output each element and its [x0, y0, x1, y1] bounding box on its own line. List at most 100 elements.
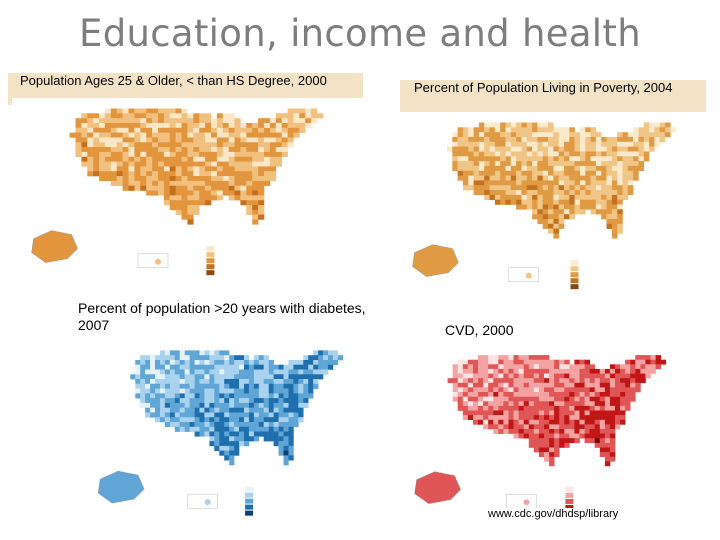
county-cell	[275, 147, 282, 153]
county-cell	[93, 166, 100, 172]
county-cell	[498, 378, 504, 384]
county-cell	[611, 175, 618, 181]
county-cell	[494, 156, 501, 162]
county-cell	[219, 412, 225, 418]
county-cell	[160, 417, 166, 423]
county-cell	[493, 401, 499, 407]
county-cell	[228, 190, 235, 196]
county-cell	[606, 141, 613, 147]
county-cell	[549, 442, 555, 448]
county-cell	[224, 383, 230, 389]
county-cell	[508, 396, 514, 402]
county-cell	[175, 142, 182, 148]
county-cell	[478, 151, 485, 157]
county-cell	[116, 132, 123, 138]
county-cell	[537, 204, 543, 210]
county-cell	[174, 407, 180, 413]
county-cell	[615, 364, 621, 370]
county-cell	[216, 151, 224, 157]
county-cell	[222, 147, 229, 153]
county-cell	[483, 405, 489, 411]
county-cell	[513, 378, 519, 384]
county-cell	[478, 156, 485, 162]
county-cell	[521, 161, 528, 167]
county-cell	[169, 393, 176, 399]
county-cell	[484, 170, 490, 176]
county-cell	[542, 219, 549, 225]
county-cell	[489, 141, 496, 147]
county-cell	[473, 415, 479, 420]
county-cell	[599, 382, 606, 388]
county-cell	[244, 426, 250, 432]
county-cell	[281, 113, 288, 119]
county-cell	[287, 113, 294, 119]
county-cell	[229, 436, 235, 442]
county-cell	[214, 350, 220, 356]
county-cell	[253, 374, 260, 380]
county-cell	[569, 382, 575, 388]
county-cell	[516, 127, 522, 133]
county-cell	[116, 137, 123, 143]
county-cell	[134, 176, 141, 182]
county-cell	[599, 405, 606, 411]
county-cell	[163, 166, 171, 172]
county-cell	[526, 194, 533, 200]
county-cell	[116, 166, 123, 172]
county-cell	[500, 185, 506, 191]
county-cell	[283, 455, 289, 461]
county-cell	[488, 405, 494, 411]
county-cell	[604, 378, 611, 384]
county-cell	[205, 171, 212, 177]
county-cell	[164, 402, 171, 408]
county-cell	[140, 393, 146, 399]
county-cell	[579, 378, 585, 384]
county-cell	[574, 378, 580, 384]
county-cell	[601, 185, 607, 191]
county-cell	[150, 369, 156, 375]
county-cell	[589, 410, 595, 416]
county-cell	[599, 392, 606, 397]
county-cell	[214, 445, 220, 451]
county-cell	[584, 364, 590, 370]
county-cell	[244, 364, 250, 370]
county-cell	[110, 161, 117, 167]
county-cell	[122, 142, 129, 148]
county-cell	[484, 151, 490, 157]
alaska-inset	[414, 471, 461, 504]
county-cell	[564, 433, 570, 439]
county-cell	[574, 175, 581, 181]
county-cell	[609, 368, 616, 374]
county-cell	[516, 141, 522, 147]
county-cell	[538, 359, 545, 365]
county-cell	[169, 369, 176, 375]
county-cell	[467, 410, 474, 416]
county-cell	[574, 364, 580, 370]
county-cell	[494, 146, 501, 152]
county-cell	[505, 146, 512, 152]
county-cell	[622, 141, 629, 147]
county-cell	[179, 417, 185, 423]
county-cell	[181, 195, 188, 201]
county-cell	[537, 141, 543, 147]
county-cell	[462, 382, 469, 388]
county-cell	[169, 151, 176, 157]
county-cell	[313, 360, 319, 366]
county-cell	[93, 113, 100, 119]
county-cell	[328, 350, 334, 356]
county-cell	[473, 359, 479, 365]
county-cell	[244, 369, 250, 375]
legend-swatch	[245, 504, 254, 510]
county-cell	[574, 396, 580, 402]
county-cell	[548, 228, 554, 234]
county-cell	[313, 379, 319, 385]
county-cell	[158, 185, 165, 191]
county-cell	[253, 364, 260, 370]
county-cell	[104, 142, 112, 148]
county-cell	[248, 393, 255, 399]
county-cell	[193, 190, 200, 196]
county-cell	[264, 132, 271, 138]
county-cell	[244, 407, 250, 413]
county-cell	[288, 388, 294, 394]
county-cell	[305, 118, 312, 124]
county-cell	[150, 402, 156, 408]
